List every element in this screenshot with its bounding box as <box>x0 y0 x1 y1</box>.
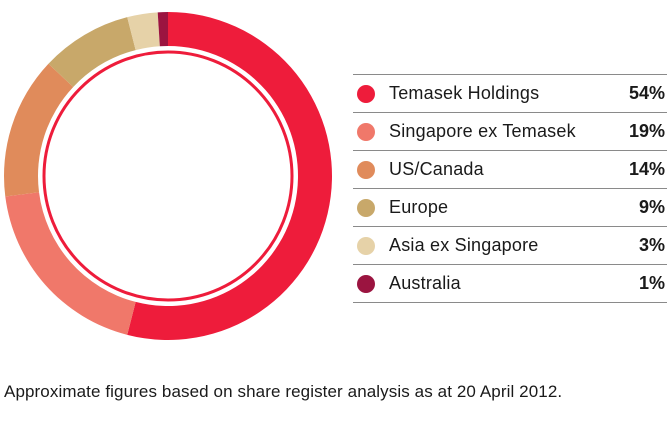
legend-value: 9% <box>638 197 665 217</box>
legend-label: Australia <box>389 273 461 293</box>
donut-slice-australia <box>157 12 168 47</box>
legend-item: Australia 1% <box>353 265 667 303</box>
legend-value: 1% <box>638 273 665 293</box>
donut-slice-asia-ex-singapore <box>127 12 160 51</box>
donut-chart <box>3 12 333 341</box>
legend-value: 14% <box>628 159 665 179</box>
legend-item: Asia ex Singapore 3% <box>353 227 667 265</box>
legend-color-dot <box>357 160 375 179</box>
chart-legend: Temasek Holdings 54% Singapore ex Temase… <box>353 74 667 303</box>
chart-caption: Approximate figures based on share regis… <box>4 382 563 401</box>
legend-item: US/Canada 14% <box>353 151 667 189</box>
donut-slice-europe <box>48 17 136 88</box>
legend-color-dot <box>357 84 375 103</box>
donut-inner-ring <box>42 50 294 302</box>
legend-label: Europe <box>389 197 449 217</box>
legend-label: Asia ex Singapore <box>389 235 539 255</box>
donut-slice-singapore-ex-temasek <box>5 192 136 335</box>
legend-item: Singapore ex Temasek 19% <box>353 113 667 151</box>
legend-color-dot <box>357 274 375 293</box>
legend-label: US/Canada <box>389 159 484 179</box>
legend-value: 3% <box>638 235 665 255</box>
legend-color-dot <box>357 236 375 255</box>
donut-slice-temasek-holdings <box>127 12 333 341</box>
donut-slice-us-canada <box>3 63 74 197</box>
legend-label: Temasek Holdings <box>389 83 540 103</box>
legend-item: Temasek Holdings 54% <box>353 75 667 113</box>
legend-item: Europe 9% <box>353 189 667 227</box>
legend-color-dot <box>357 122 375 141</box>
legend-color-dot <box>357 198 375 217</box>
legend-label: Singapore ex Temasek <box>389 121 576 141</box>
legend-value: 54% <box>628 83 665 103</box>
legend-value: 19% <box>628 121 665 141</box>
